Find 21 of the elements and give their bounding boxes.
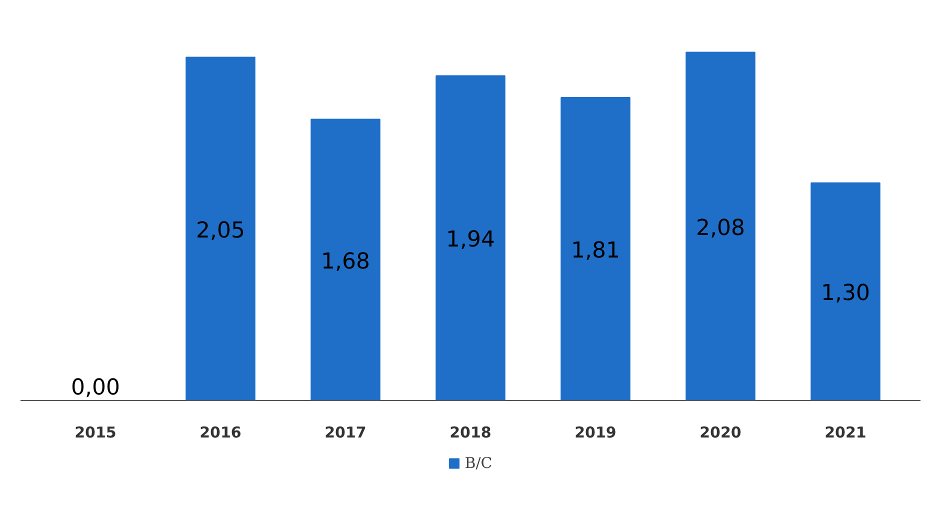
- data-label: 1,68: [321, 249, 370, 274]
- x-tick-label: 2021: [824, 424, 866, 442]
- data-label: 1,81: [571, 238, 620, 264]
- data-label: 2,08: [696, 216, 745, 241]
- data-label: 0,00: [71, 376, 120, 400]
- x-tick-label: 2016: [200, 424, 242, 442]
- bar: [560, 96, 630, 400]
- bar: [310, 118, 380, 400]
- x-tick-label: 2017: [324, 424, 366, 442]
- data-label: 1,94: [446, 228, 495, 253]
- x-tick-label: 2015: [74, 424, 116, 442]
- x-tick-label: 2019: [574, 424, 616, 442]
- data-label: 1,30: [821, 281, 870, 306]
- legend-label: B/C: [464, 454, 492, 472]
- bar: [436, 75, 506, 400]
- bar: [686, 52, 756, 400]
- bar: [186, 56, 256, 400]
- x-tick-label: 2020: [700, 424, 742, 442]
- x-tick-label: 2018: [450, 424, 492, 442]
- bar: [810, 182, 880, 400]
- data-label: 2,05: [196, 218, 245, 244]
